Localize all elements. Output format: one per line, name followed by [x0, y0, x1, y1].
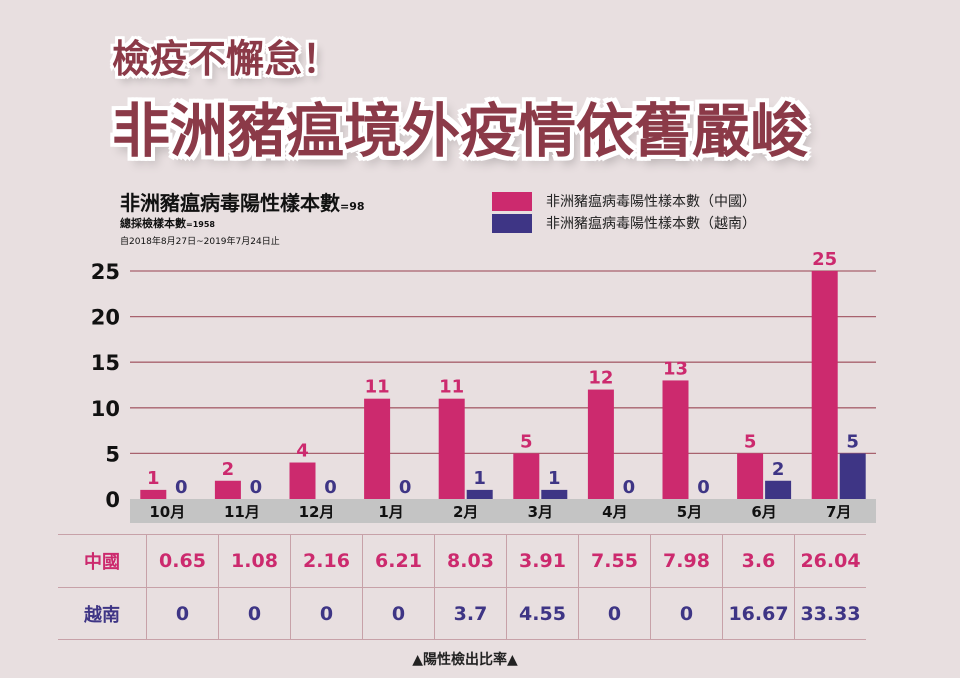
legend-label-vietnam: 非洲豬瘟病毒陽性樣本數（越南）: [546, 216, 756, 232]
chart-title-text: 非洲豬瘟病毒陽性樣本數: [120, 191, 340, 215]
bar-china: [513, 453, 540, 499]
y-tick-label: 5: [105, 442, 120, 466]
table-cell: 3.6: [722, 535, 794, 587]
legend-label-china: 非洲豬瘟病毒陽性樣本數（中國）: [546, 194, 756, 210]
table-cell: 0: [146, 588, 218, 640]
legend-swatch-vietnam: [492, 213, 532, 233]
table-cell: 26.04: [794, 535, 866, 587]
x-tick-label: 7月: [826, 503, 851, 521]
x-tick-label: 6月: [751, 503, 776, 521]
table-cell: 0: [290, 588, 362, 640]
table-cell: 16.67: [722, 588, 794, 640]
chart-subtitle-total: =1958: [186, 220, 215, 229]
data-label-china: 2: [222, 459, 235, 480]
data-label-china: 11: [365, 377, 390, 398]
chart-title: 非洲豬瘟病毒陽性樣本數=98: [120, 187, 365, 216]
data-label-vietnam: 1: [473, 468, 486, 489]
data-label-china: 4: [296, 441, 309, 462]
bar-vietnam: [541, 489, 568, 499]
table-cell: 7.55: [578, 535, 650, 587]
y-tick-label: 25: [91, 260, 120, 284]
legend-swatch-china: [492, 191, 532, 211]
data-label-vietnam: 0: [399, 477, 412, 498]
table-cell: 0: [578, 588, 650, 640]
data-label-vietnam: 5: [846, 431, 859, 452]
table-cell: 0.65: [146, 535, 218, 587]
bar-china: [214, 480, 241, 499]
bar-vietnam: [466, 489, 493, 499]
table-cell: 0: [650, 588, 722, 640]
x-tick-label: 5月: [677, 503, 702, 521]
table-cell: 0: [362, 588, 434, 640]
bar-china: [811, 271, 838, 499]
table-cell: 33.33: [794, 588, 866, 640]
bar-vietnam: [839, 453, 866, 499]
table-row-china: 中國 0.65 1.08 2.16 6.21 8.03 3.91 7.55 7.…: [58, 535, 866, 587]
data-label-china: 1: [147, 468, 160, 489]
data-label-china: 12: [588, 368, 613, 389]
table-cell: 2.16: [290, 535, 362, 587]
table-row-label: 越南: [84, 605, 120, 626]
x-tick-label: 1月: [378, 503, 403, 521]
table-cell: 6.21: [362, 535, 434, 587]
legend-item-china: 非洲豬瘟病毒陽性樣本數（中國）: [492, 190, 756, 212]
data-label-china: 13: [663, 358, 688, 379]
bar-china: [737, 453, 764, 499]
bar-china: [587, 389, 614, 499]
data-label-china: 25: [812, 249, 837, 270]
data-label-vietnam: 0: [697, 477, 710, 498]
data-label-vietnam: 1: [548, 468, 561, 489]
chart-title-total: =98: [340, 200, 365, 213]
bar-china: [662, 380, 689, 499]
x-axis-band: [130, 499, 876, 523]
x-tick-label: 12月: [299, 503, 335, 521]
table-cell: 3.7: [434, 588, 506, 640]
date-range: 自2018年8月27日~2019年7月24日止: [120, 237, 280, 247]
headline-title: 非洲豬瘟境外疫情依舊嚴峻: [112, 97, 809, 165]
data-label-china: 11: [439, 377, 464, 398]
data-label-vietnam: 0: [324, 477, 337, 498]
table-row-label: 中國: [84, 552, 120, 573]
bar-china: [364, 398, 391, 499]
bar-china: [438, 398, 465, 499]
y-tick-label: 15: [91, 351, 120, 375]
ratio-caption: ▲陽性檢出比率▲: [412, 652, 518, 668]
data-label-vietnam: 0: [623, 477, 636, 498]
table-row-vietnam: 越南 0 0 0 0 3.7 4.55 0 0 16.67 33.33: [58, 587, 866, 640]
data-label-china: 5: [744, 431, 757, 452]
bar-china: [140, 489, 167, 499]
table-cell: 0: [218, 588, 290, 640]
data-label-vietnam: 0: [175, 477, 188, 498]
legend-item-vietnam: 非洲豬瘟病毒陽性樣本數（越南）: [492, 212, 756, 234]
table-cell: 3.91: [506, 535, 578, 587]
chart-subtitle: 總採檢樣本數=1958: [120, 215, 215, 231]
bar-vietnam: [765, 480, 792, 499]
y-tick-label: 10: [91, 397, 120, 421]
chart-subtitle-text: 總採檢樣本數: [120, 217, 186, 230]
bar-china: [289, 462, 316, 499]
headline-subtitle: 檢疫不懈怠！: [112, 37, 341, 81]
table-cell: 1.08: [218, 535, 290, 587]
y-tick-label: 20: [91, 306, 120, 330]
x-tick-label: 4月: [602, 503, 627, 521]
x-tick-label: 11月: [224, 503, 260, 521]
data-label-vietnam: 0: [250, 477, 263, 498]
table-cell: 8.03: [434, 535, 506, 587]
ratio-table: 中國 0.65 1.08 2.16 6.21 8.03 3.91 7.55 7.…: [58, 534, 866, 640]
table-cell: 7.98: [650, 535, 722, 587]
data-label-vietnam: 2: [772, 459, 785, 480]
y-tick-label: 0: [105, 488, 120, 512]
x-tick-label: 3月: [528, 503, 553, 521]
x-tick-label: 10月: [149, 503, 185, 521]
legend: 非洲豬瘟病毒陽性樣本數（中國） 非洲豬瘟病毒陽性樣本數（越南）: [492, 190, 756, 234]
x-tick-label: 2月: [453, 503, 478, 521]
table-cell: 4.55: [506, 588, 578, 640]
data-label-china: 5: [520, 431, 533, 452]
